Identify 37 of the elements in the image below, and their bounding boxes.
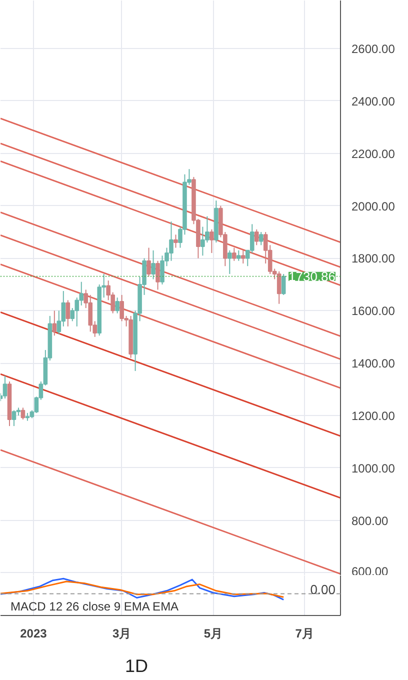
candlestick [210,228,214,254]
candlestick [254,228,259,246]
x-tick-label: 7月 [295,626,314,640]
candlestick [228,250,232,274]
y-tick-label: 1400.00 [352,356,396,371]
ref-line-label: 0.00 [310,582,336,597]
candlestick [20,407,26,420]
y-tick-label: 800.00 [352,514,389,528]
y-tick-label: 1600.00 [352,304,396,318]
x-tick-label: 2023 [20,626,48,640]
annotation: MACD 12 26 close 9 EMA EMA [10,600,179,614]
candlestick [52,310,57,336]
y-tick-label: 2200.00 [352,146,396,161]
candlestick [156,260,160,290]
candlestick [12,410,16,427]
candlestick [151,250,156,280]
y-tick-label: 2000.00 [352,199,396,214]
x-tick-label: 3月 [112,626,132,640]
text: 1D [125,655,148,678]
candlestick [258,232,264,246]
candlestick [276,270,282,304]
x-tick-label: 5月 [204,626,223,640]
ref-line-label: 1730.86 [288,268,336,284]
y-tick-label: 1800.00 [352,252,396,266]
y-tick-label: 1000.00 [352,462,396,476]
candlestick [66,300,70,327]
y-tick-label: 2400.00 [352,94,396,108]
y-tick-label: 1200.00 [352,409,396,424]
candlestick [146,247,151,278]
candlestick [240,250,246,264]
candlestick [115,297,120,314]
candlestick [236,250,241,262]
candlestick [2,375,8,400]
candlestick [281,273,286,296]
candlestick [174,234,178,248]
candlestick [232,247,236,262]
y-tick-label: 2600.00 [352,42,396,56]
